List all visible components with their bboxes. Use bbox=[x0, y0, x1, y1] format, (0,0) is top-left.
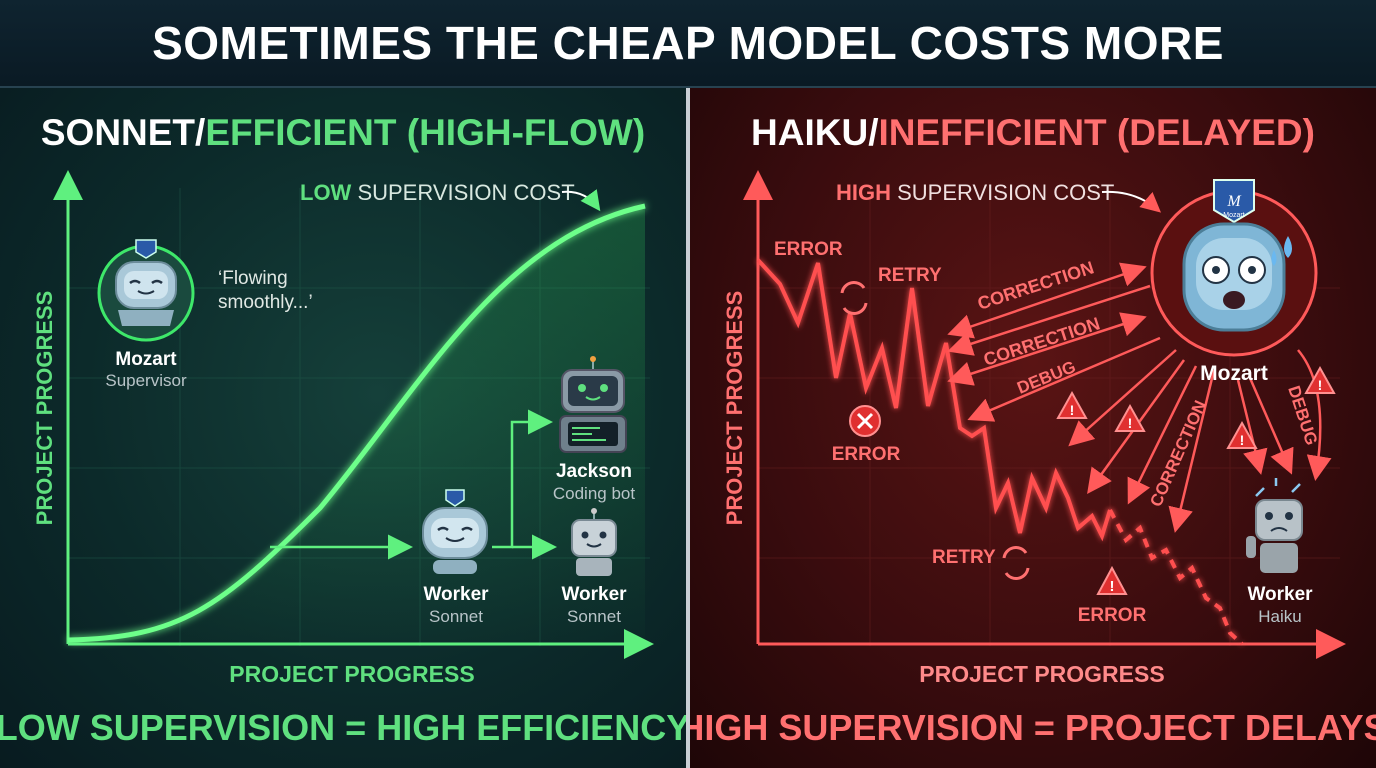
jackson-name: Jackson bbox=[556, 461, 632, 482]
jackson-role: Coding bot bbox=[553, 484, 636, 503]
svg-text:!: ! bbox=[1318, 377, 1323, 393]
high-supervision-cost-label: HIGH SUPERVISION COST bbox=[836, 180, 1114, 205]
retry-label-top: RETRY bbox=[878, 265, 942, 286]
correction-label-3: CORRECTION bbox=[1146, 397, 1210, 509]
warning-icon-bottom: ! bbox=[1096, 565, 1128, 595]
worker-right-name: Worker bbox=[561, 584, 627, 605]
mozart-panicking-robot-icon: M Mozart bbox=[1150, 179, 1318, 357]
panel-sonnet: SONNET/EFFICIENT (HIGH-FLOW) LOW SUPERVI… bbox=[0, 88, 686, 768]
right-y-axis-label: PROJECT PROGRESS bbox=[722, 291, 747, 526]
jackson-coding-bot-icon bbox=[559, 356, 627, 453]
right-cost-pointer-arrow bbox=[1101, 190, 1162, 213]
right-worker-role: Haiku bbox=[1258, 607, 1301, 626]
svg-text:Mozart: Mozart bbox=[1223, 212, 1244, 219]
right-worker-name: Worker bbox=[1247, 584, 1313, 605]
mozart-supervisor-robot-icon bbox=[97, 239, 195, 342]
left-panel-title: SONNET/EFFICIENT (HIGH-FLOW) bbox=[41, 112, 645, 153]
left-footer: LOW SUPERVISION = HIGH EFFICIENCY bbox=[0, 707, 686, 748]
title-bar: SOMETIMES THE CHEAP MODEL COSTS MORE bbox=[0, 0, 1376, 88]
svg-text:!: ! bbox=[1070, 402, 1075, 418]
retry-label-bottom: RETRY bbox=[932, 547, 996, 568]
right-supervisor-name: Mozart bbox=[1200, 362, 1268, 385]
left-supervisor-role: Supervisor bbox=[105, 371, 187, 390]
worker-center-role: Sonnet bbox=[429, 607, 483, 626]
sonnet-flow-diagram: SONNET/EFFICIENT (HIGH-FLOW) LOW SUPERVI… bbox=[0, 112, 686, 748]
quote-line-2: smoothly...’ bbox=[218, 292, 313, 313]
left-supervisor-name: Mozart bbox=[115, 349, 177, 370]
retry-cycle-icon-top bbox=[840, 281, 868, 315]
left-y-axis-label: PROJECT PROGRESS bbox=[32, 291, 57, 526]
svg-text:!: ! bbox=[1128, 415, 1133, 431]
page-title: SOMETIMES THE CHEAP MODEL COSTS MORE bbox=[152, 17, 1224, 69]
erratic-progress-line-dashed bbox=[1108, 509, 1244, 646]
retry-cycle-icon-bottom bbox=[1002, 546, 1030, 580]
right-panel-title: HAIKU/INEFFICIENT (DELAYED) bbox=[751, 112, 1315, 153]
svg-text:!: ! bbox=[1240, 432, 1245, 448]
panel-divider bbox=[686, 88, 690, 768]
worker-haiku-robot-icon bbox=[1246, 478, 1303, 573]
progress-area bbox=[68, 206, 645, 640]
right-x-axis-label: PROJECT PROGRESS bbox=[919, 661, 1164, 687]
haiku-delay-diagram: HAIKU/INEFFICIENT (DELAYED) HIGH SUPERVI… bbox=[690, 112, 1376, 748]
erratic-progress-line bbox=[756, 258, 1112, 542]
worker-sonnet-right-robot-icon bbox=[571, 508, 617, 576]
error-label-top: ERROR bbox=[774, 239, 843, 260]
cost-pointer-arrow bbox=[561, 189, 601, 212]
low-supervision-cost-label: LOW SUPERVISION COST bbox=[300, 180, 575, 205]
smooth-progress-curve bbox=[67, 203, 646, 643]
flow-arrow-to-jackson bbox=[492, 409, 553, 549]
right-footer: HIGH SUPERVISION = PROJECT DELAYS bbox=[690, 707, 1376, 748]
quote-line-1: ‘Flowing bbox=[218, 268, 288, 289]
worker-center-name: Worker bbox=[423, 584, 489, 605]
left-x-axis-label: PROJECT PROGRESS bbox=[229, 661, 474, 687]
error-label-mid: ERROR bbox=[832, 444, 901, 465]
error-label-bottom: ERROR bbox=[1078, 605, 1147, 626]
debug-label-1: DEBUG bbox=[1014, 357, 1078, 398]
worker-right-role: Sonnet bbox=[567, 607, 621, 626]
panel-haiku: HAIKU/INEFFICIENT (DELAYED) HIGH SUPERVI… bbox=[690, 88, 1376, 768]
svg-text:M: M bbox=[1226, 193, 1242, 210]
worker-sonnet-robot-icon bbox=[422, 489, 488, 574]
error-x-icon bbox=[849, 405, 881, 437]
warning-icons: ! ! ! ! bbox=[1056, 365, 1336, 449]
svg-text:!: ! bbox=[1110, 578, 1115, 595]
